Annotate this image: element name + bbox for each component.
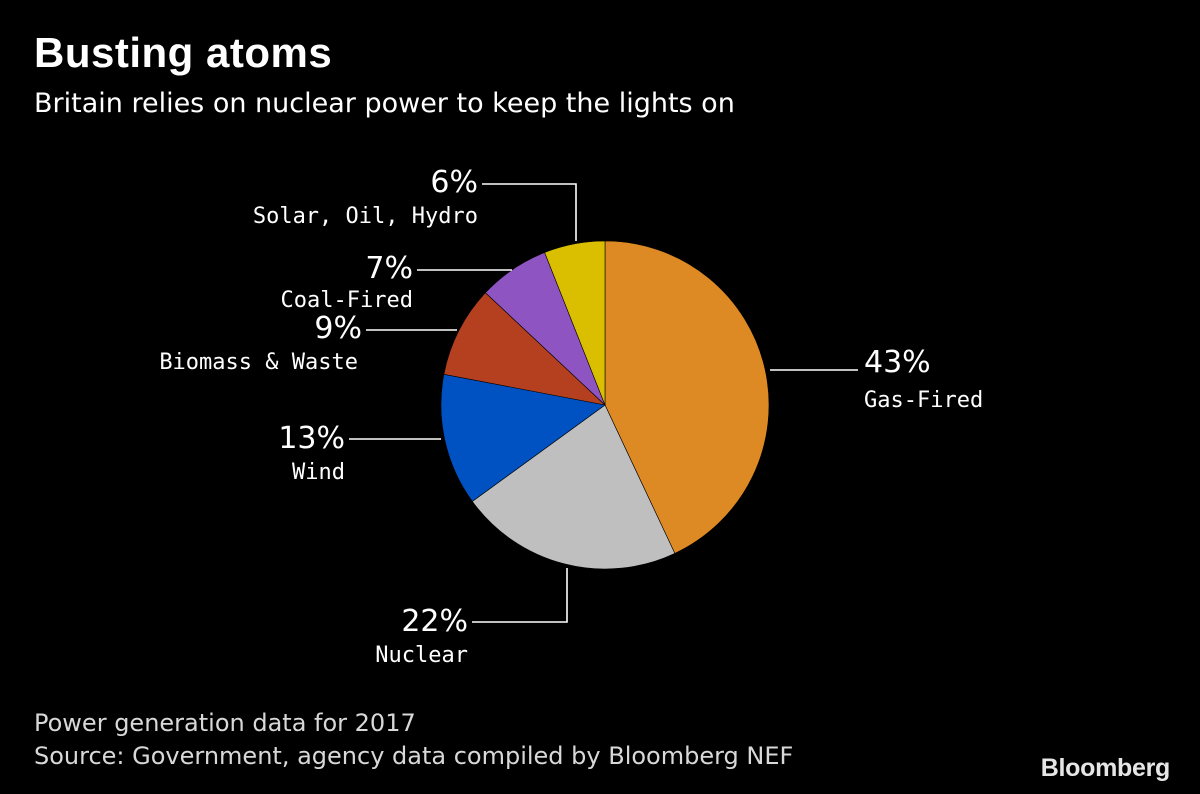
data-label-name-biomass-waste: Biomass & Waste <box>159 350 358 375</box>
data-label-name-solar-oil-hydro: Solar, Oil, Hydro <box>253 204 478 229</box>
data-label-percent-gas-fired: 43% <box>864 345 931 380</box>
pie-leader-lines <box>349 183 858 623</box>
pie-slice-wind <box>440 373 606 502</box>
pie-slice-solar-oil-hydro <box>544 240 606 406</box>
data-label-percent-wind: 13% <box>278 421 345 456</box>
pie-slice-biomass-waste <box>443 292 606 406</box>
chart-title: Busting atoms <box>34 29 333 76</box>
data-label-percent-solar-oil-hydro: 6% <box>430 165 478 200</box>
pie-slice-nuclear <box>471 404 676 570</box>
pie-slices <box>440 240 770 570</box>
footnote: Power generation data for 2017 <box>34 709 416 737</box>
data-label-percent-biomass-waste: 9% <box>314 311 362 346</box>
bloomberg-logo: Bloomberg <box>1040 754 1171 782</box>
pie-slice-gas-fired <box>604 240 770 554</box>
chart-subtitle: Britain relies on nuclear power to keep … <box>34 88 735 119</box>
data-label-percent-coal-fired: 7% <box>365 251 413 286</box>
data-label-name-gas-fired: Gas-Fired <box>864 388 983 413</box>
leader-line-solar-oil-hydro <box>482 183 577 241</box>
data-label-percent-nuclear: 22% <box>401 604 468 639</box>
pie-labels: 43% Gas-Fired 22% Nuclear 13% Wind 9% Biomass &… <box>159 165 983 668</box>
data-label-name-nuclear: Nuclear <box>375 643 468 668</box>
data-label-name-coal-fired: Coal-Fired <box>281 288 413 313</box>
data-label-name-wind: Wind <box>292 460 345 485</box>
leader-line-nuclear <box>472 568 568 623</box>
source-note: Source: Government, agency data compiled… <box>34 742 794 770</box>
